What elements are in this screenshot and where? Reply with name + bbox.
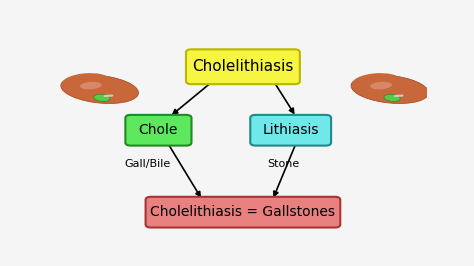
Text: Stone: Stone <box>267 159 300 169</box>
FancyBboxPatch shape <box>186 49 300 84</box>
FancyBboxPatch shape <box>125 115 191 146</box>
Text: Lithiasis: Lithiasis <box>263 123 319 137</box>
Ellipse shape <box>370 82 392 89</box>
Ellipse shape <box>384 94 400 101</box>
Text: Cholelithiasis = Gallstones: Cholelithiasis = Gallstones <box>150 205 336 219</box>
Text: Gall/Bile: Gall/Bile <box>124 159 171 169</box>
Text: Cholelithiasis: Cholelithiasis <box>192 59 293 74</box>
Ellipse shape <box>351 75 428 103</box>
FancyBboxPatch shape <box>250 115 331 146</box>
Ellipse shape <box>80 82 102 89</box>
Text: Chole: Chole <box>139 123 178 137</box>
FancyBboxPatch shape <box>146 197 340 227</box>
Ellipse shape <box>353 73 401 91</box>
Ellipse shape <box>61 75 138 103</box>
Ellipse shape <box>94 94 110 101</box>
Ellipse shape <box>63 73 110 91</box>
